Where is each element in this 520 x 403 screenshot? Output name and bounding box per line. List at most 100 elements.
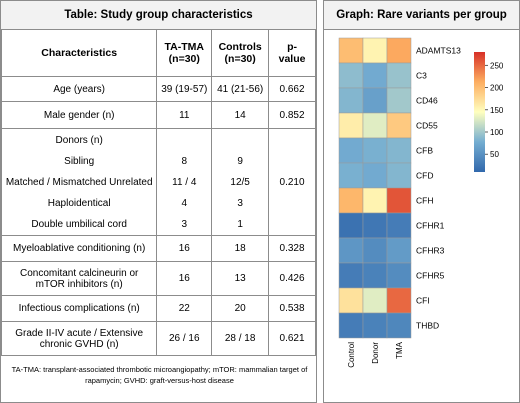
row-label: Age (years): [0, 76, 158, 102]
heatmap-cell: [338, 212, 364, 239]
table-row: Grade II-IV acute / Extensive chronic GV…: [0, 321, 316, 356]
heatmap-cell: [338, 137, 364, 164]
heatmap-cell: [386, 187, 412, 214]
row-p: 0.662: [268, 76, 316, 102]
colorbar-tick-label: 200: [490, 84, 504, 93]
row-tatma: 11: [156, 101, 213, 129]
donor-item-label: Sibling: [64, 155, 95, 167]
heatmap-cell: [386, 112, 412, 139]
heatmap-cell: [386, 37, 412, 64]
row-label: CFHR3: [416, 246, 445, 256]
heatmap-cell: [338, 87, 364, 114]
row-p: 0.328: [268, 235, 316, 262]
row-tatma: 26 / 16: [156, 321, 213, 356]
donor-item-tatma: 4: [181, 197, 188, 209]
row-label: ADAMTS13: [416, 46, 461, 56]
heatmap-cell: [362, 212, 388, 239]
donor-item-label: Haploidentical: [47, 197, 111, 209]
row-label: THBD: [416, 321, 439, 331]
donors-controls: 9 12/5 3 1: [211, 128, 270, 236]
heatmap-cell: [338, 162, 364, 189]
heatmap-cell: [362, 262, 388, 289]
heatmap-chart: ADAMTS13 C3 CD46 CD55 CFB CFD CFH CFHR1 CFHR3 CFH…: [338, 37, 504, 368]
heatmap-cell: [338, 62, 364, 89]
table-header-row: Characteristics TA-TMA (n=30) Controls (…: [0, 29, 316, 77]
colorbar-tick-label: 150: [490, 106, 504, 115]
donor-item-label: Double umbilical cord: [31, 218, 127, 230]
heatmap-cell: [362, 187, 388, 214]
colorbar-tick-label: 50: [490, 150, 499, 159]
row-label: CD55: [416, 121, 438, 131]
row-label: CD46: [416, 96, 438, 106]
heatmap-cell: [386, 62, 412, 89]
heatmap-cell: [362, 137, 388, 164]
row-tatma: 16: [156, 261, 213, 296]
heatmap-cell: [386, 262, 412, 289]
chart-title: Graph: Rare variants per group: [324, 1, 519, 30]
column-label: Donor: [371, 342, 380, 364]
heatmap-cell: [362, 237, 388, 264]
donors-labels: Donors (n) Sibling Matched / Mismatched …: [0, 128, 158, 236]
heatmap-cell: [362, 112, 388, 139]
heatmap-cell: [386, 162, 412, 189]
heatmap-cell: [362, 162, 388, 189]
colorbar-tick-label: 100: [490, 128, 504, 137]
heatmap-cell: [338, 312, 364, 339]
donor-item-label: Matched / Mismatched Unrelated: [5, 176, 153, 188]
heatmap-cell: [362, 287, 388, 314]
table-row: Age (years) 39 (19-57) 41 (21-56) 0.662: [0, 76, 316, 102]
heatmap-cell: [362, 62, 388, 89]
row-controls: 28 / 18: [211, 321, 270, 356]
donors-tatma: 8 11 / 4 4 3: [156, 128, 213, 236]
row-tatma: 22: [156, 295, 213, 322]
row-label: Concomitant calcineurin or mTOR inhibito…: [0, 261, 158, 296]
heatmap-cell: [338, 112, 364, 139]
row-label: CFH: [416, 196, 433, 206]
header-tatma: TA-TMA (n=30): [156, 29, 213, 77]
heatmap-cell: [386, 237, 412, 264]
donors-header: Donors (n): [55, 134, 103, 146]
heatmap-cell: [338, 287, 364, 314]
row-label: CFHR1: [416, 221, 445, 231]
heatmap-cell: [338, 37, 364, 64]
donor-item-tatma: 11 / 4: [172, 176, 197, 188]
colorbar-tick-label: 250: [490, 61, 504, 70]
heatmap-cell: [362, 312, 388, 339]
row-controls: 41 (21-56): [211, 76, 270, 102]
donor-item-controls: 9: [237, 155, 243, 167]
column-label: TMA: [395, 341, 404, 359]
donor-item-controls: 1: [237, 218, 243, 230]
header-controls: Controls (n=30): [211, 29, 270, 77]
colorbar: [474, 52, 485, 172]
row-p: 0.852: [268, 101, 316, 129]
heatmap-cell: [338, 262, 364, 289]
header-characteristics: Characteristics: [0, 29, 158, 77]
row-label: CFD: [416, 171, 433, 181]
heatmap-cell: [386, 212, 412, 239]
heatmap-cell: [338, 187, 364, 214]
heatmap-cell: [386, 87, 412, 114]
heatmap-cell: [362, 87, 388, 114]
heatmap-cell: [362, 37, 388, 64]
donor-item-controls: 3: [237, 197, 243, 209]
heatmap-cell: [386, 312, 412, 339]
table-title: Table: Study group characteristics: [1, 1, 316, 30]
heatmap-panel: Graph: Rare variants per group ADAMTS13 C…: [323, 0, 520, 403]
row-p: 0.538: [268, 295, 316, 322]
study-table-panel: Table: Study group characteristics Chara…: [0, 0, 317, 403]
row-p: 0.621: [268, 321, 316, 356]
row-tatma: 39 (19-57): [156, 76, 213, 102]
row-controls: 18: [211, 235, 270, 262]
donors-row: Donors (n) Sibling Matched / Mismatched …: [0, 128, 316, 236]
table-row: Infectious complications (n) 22 20 0.538: [0, 295, 316, 322]
table-row: Male gender (n) 11 14 0.852: [0, 101, 316, 129]
header-p-value: p- value: [268, 29, 316, 77]
row-controls: 20: [211, 295, 270, 322]
column-label: Control: [347, 342, 356, 368]
row-label: Grade II-IV acute / Extensive chronic GV…: [0, 321, 158, 356]
row-controls: 14: [211, 101, 270, 129]
heatmap-cell: [386, 287, 412, 314]
row-p: 0.426: [268, 261, 316, 296]
donor-item-tatma: 3: [181, 218, 188, 230]
row-label: CFI: [416, 296, 430, 306]
